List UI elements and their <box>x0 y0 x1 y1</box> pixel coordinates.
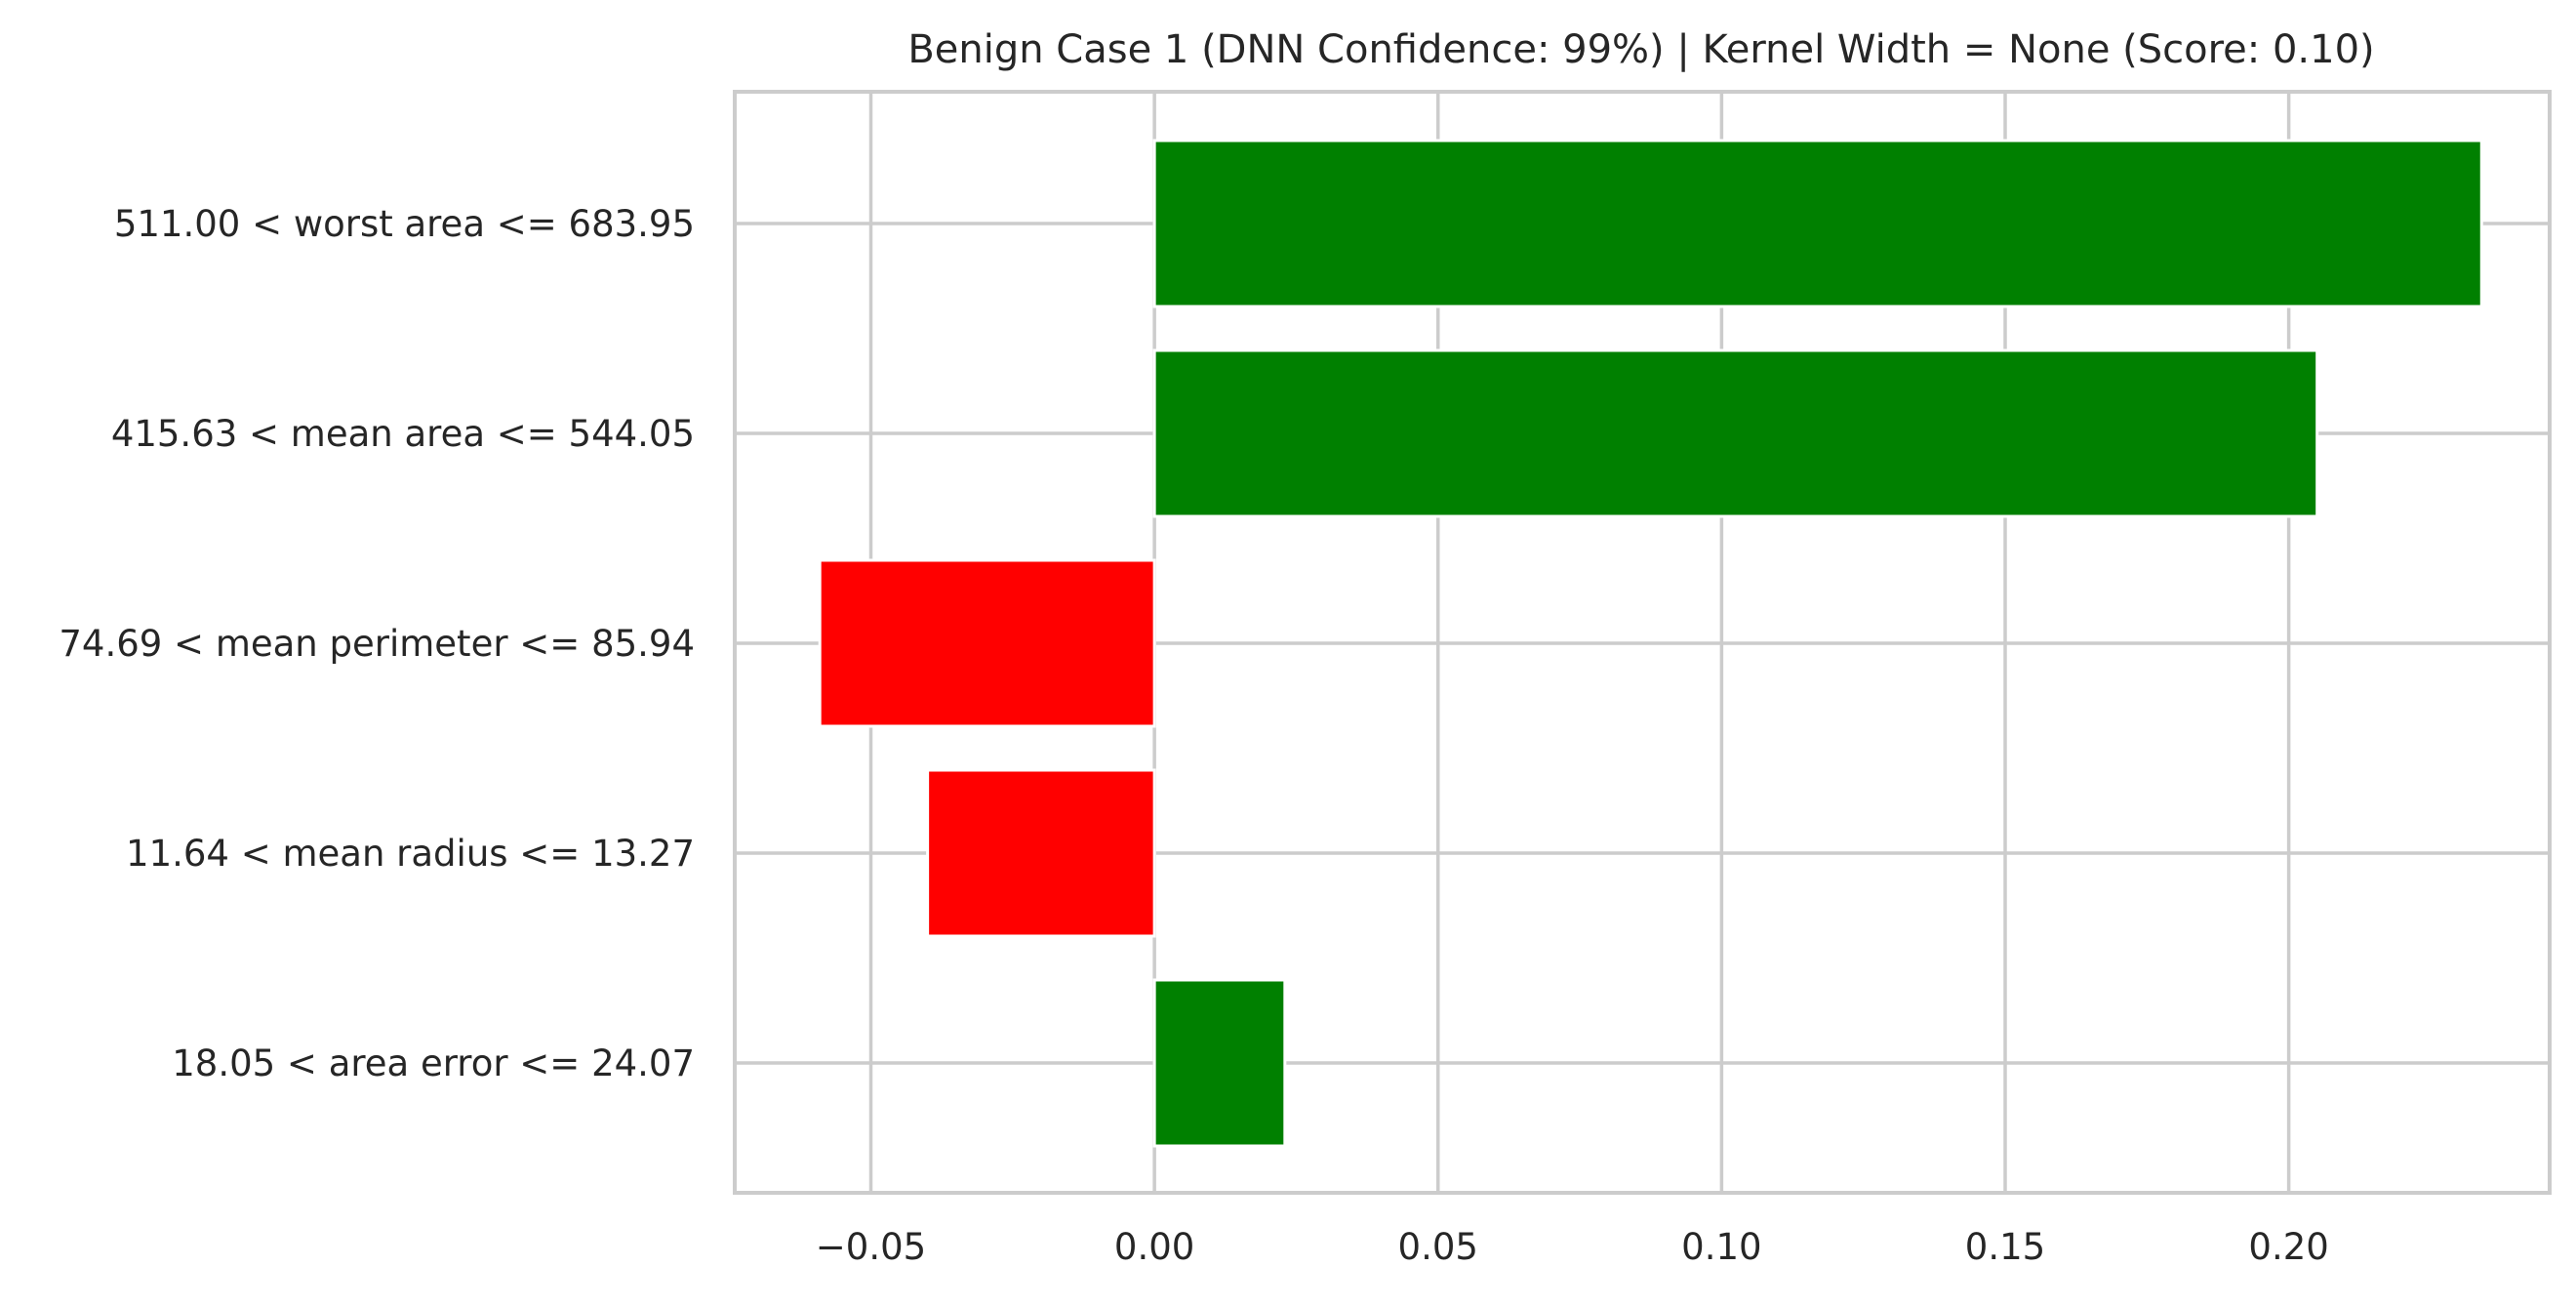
x-tick-labels: −0.05 0.00 0.05 0.10 0.15 0.20 <box>816 1226 2329 1268</box>
x-tick-label: −0.05 <box>816 1226 926 1268</box>
bar <box>1152 978 1287 1148</box>
y-tick-label: 18.05 < area error <= 24.07 <box>172 1042 695 1084</box>
plot-frame <box>733 90 2552 1195</box>
chart-title: Benign Case 1 (DNN Confidence: 99%) | Ke… <box>907 27 2374 72</box>
bar <box>818 558 1156 728</box>
x-tick-label: 0.05 <box>1398 1226 1478 1268</box>
bars-layer <box>818 139 2483 1148</box>
y-tick-label: 11.64 < mean radius <= 13.27 <box>126 833 695 875</box>
x-tick-label: 0.10 <box>1681 1226 1761 1268</box>
y-tick-label: 511.00 < worst area <= 683.95 <box>114 203 695 245</box>
x-tick-label: 0.15 <box>1965 1226 2045 1268</box>
y-tick-label: 74.69 < mean perimeter <= 85.94 <box>59 623 695 665</box>
bar <box>1152 139 2483 308</box>
y-tick-labels: 511.00 < worst area <= 683.95 415.63 < me… <box>59 203 695 1084</box>
x-tick-label: 0.20 <box>2248 1226 2328 1268</box>
bar <box>1152 348 2319 518</box>
bar <box>926 768 1156 938</box>
x-tick-label: 0.00 <box>1114 1226 1194 1268</box>
y-tick-label: 415.63 < mean area <= 544.05 <box>111 413 695 455</box>
